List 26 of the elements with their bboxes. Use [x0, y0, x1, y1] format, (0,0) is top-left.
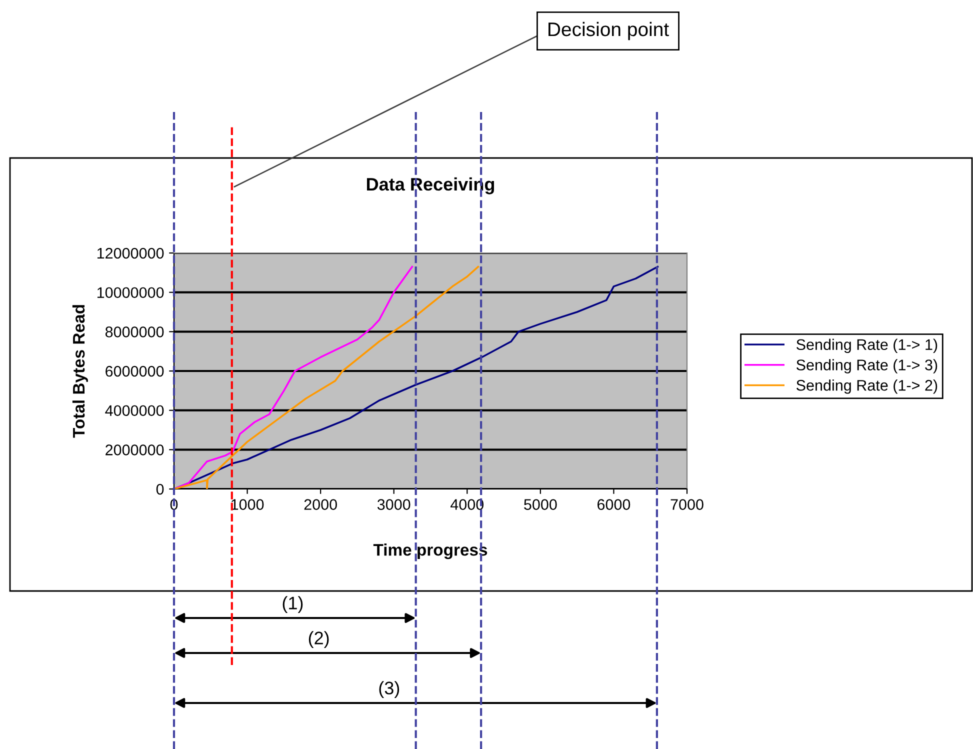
legend-label: Sending Rate (1-> 2) — [796, 380, 938, 394]
x-tick-label: 7000 — [670, 499, 704, 510]
line-series — [174, 266, 414, 489]
x-tick-label: 3000 — [377, 499, 410, 510]
y-tick-label: 12000000 — [97, 248, 164, 259]
y-tick-label: 4000000 — [105, 405, 164, 416]
x-tick-label: 6000 — [598, 499, 630, 510]
x-tick-label: 2000 — [304, 499, 337, 510]
y-tick-label: 0 — [156, 484, 164, 495]
ref-line-label: Decision point — [548, 22, 669, 40]
x-tick-label: 1000 — [231, 499, 264, 510]
text: (1) — [282, 596, 303, 613]
chart-title: Data Receiving — [366, 177, 494, 194]
y-tick-label: 8000000 — [105, 326, 164, 338]
x-tick-label: 5000 — [524, 499, 557, 510]
line-series — [174, 266, 480, 489]
y-tick-label: 10000000 — [97, 287, 164, 298]
x-axis-title: Time progress — [373, 544, 488, 560]
x-tick-label: 4000 — [450, 499, 484, 510]
y-tick-label: 2000000 — [106, 444, 164, 456]
legend-label: Sending Rate (1-> 3) — [796, 359, 938, 374]
y-axis-title: Total Bytes Read — [72, 305, 88, 438]
text: (3) — [379, 681, 400, 698]
text: (2) — [308, 631, 329, 648]
y-tick-label: 6000000 — [106, 366, 164, 377]
legend-label: Sending Rate (1-> 1) — [796, 338, 938, 354]
